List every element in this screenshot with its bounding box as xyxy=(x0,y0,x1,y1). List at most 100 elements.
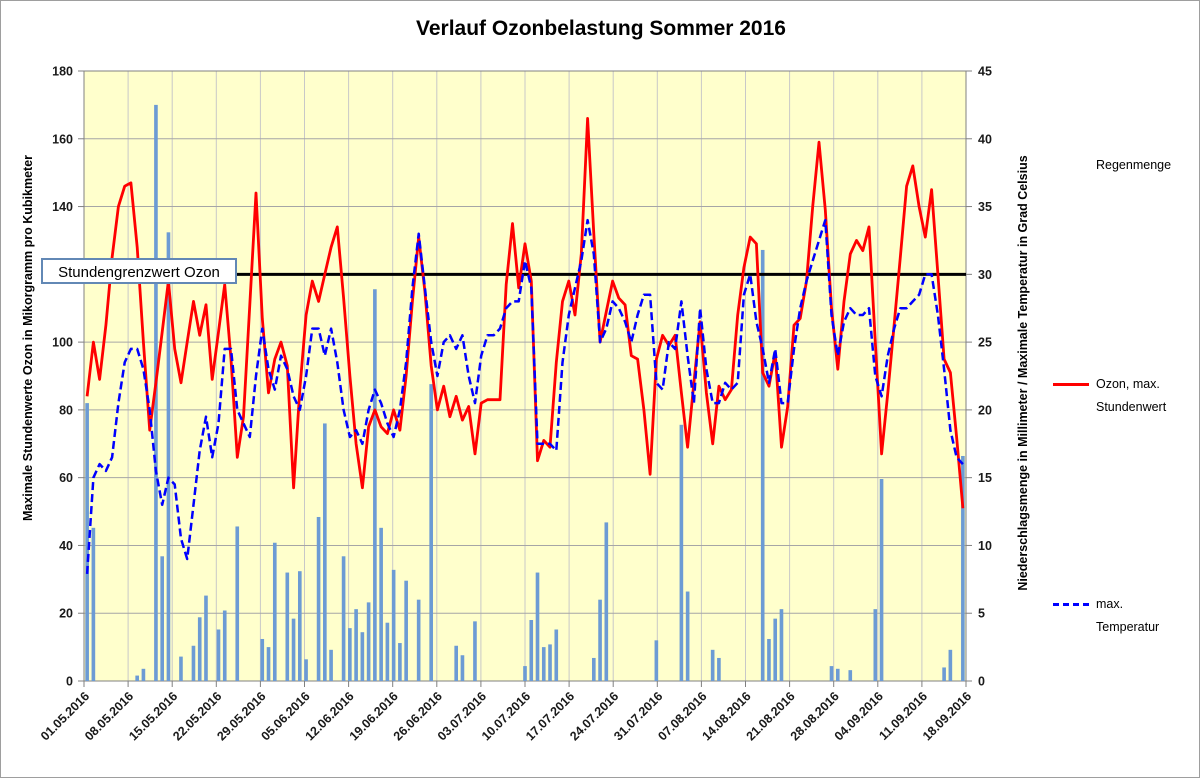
rain-bar xyxy=(166,232,171,682)
rain-bar xyxy=(285,572,290,681)
y-right-tick-label: 45 xyxy=(978,65,992,79)
y-right-tick-label: 15 xyxy=(978,471,992,485)
rain-bar xyxy=(685,591,690,681)
rain-bar xyxy=(329,649,333,681)
rain-bar xyxy=(760,249,765,681)
rain-bar xyxy=(191,645,196,681)
rain-bar xyxy=(873,609,878,681)
rain-bar xyxy=(767,638,771,681)
rain-bar xyxy=(835,668,840,681)
y-left-tick-label: 180 xyxy=(52,65,73,79)
rain-bar xyxy=(848,670,853,681)
y-left-tick-label: 60 xyxy=(59,471,73,485)
rain-bar xyxy=(348,628,352,681)
rain-bar xyxy=(948,649,953,681)
y-left-tick-label: 140 xyxy=(52,200,73,214)
y-left-tick-label: 100 xyxy=(52,336,73,350)
rain-bar xyxy=(541,647,546,681)
rain-bar xyxy=(535,572,540,681)
rain-bar xyxy=(179,656,183,681)
rain-bar xyxy=(385,622,390,681)
rain-bar xyxy=(398,643,402,681)
legend-item-ozone: Ozon, max. Stundenwert xyxy=(1053,373,1166,419)
rain-bar xyxy=(266,647,271,681)
rain-bar xyxy=(717,657,721,681)
y-right-tick-label: 0 xyxy=(978,675,985,689)
legend-rain-label: Regenmenge xyxy=(1096,158,1172,172)
y-right-tick-label: 5 xyxy=(978,607,985,621)
y-right-tick-label: 25 xyxy=(978,336,992,350)
rain-bar xyxy=(204,595,208,681)
rain-bar xyxy=(942,667,946,681)
rain-bar xyxy=(554,629,559,681)
y-left-tick-label: 0 xyxy=(66,675,73,689)
rain-bar xyxy=(85,403,89,681)
y-left-tick-label: 80 xyxy=(59,403,73,417)
rain-bar xyxy=(197,617,202,681)
rain-bar xyxy=(379,527,383,681)
rain-bar xyxy=(360,632,365,681)
rain-bar xyxy=(523,666,527,681)
threshold-label-box: Stundengrenzwert Ozon xyxy=(41,258,237,284)
y-axis-left-title: Maximale Stundenwerte Ozon in Mikorgramm… xyxy=(21,154,35,522)
rain-bar xyxy=(429,384,433,681)
rain-bar xyxy=(879,479,884,681)
rain-bar xyxy=(598,599,602,681)
rain-bar xyxy=(404,580,408,681)
rain-bar xyxy=(235,526,240,681)
rain-bar xyxy=(316,516,321,681)
rain-bar xyxy=(829,666,834,681)
rain-bar xyxy=(91,527,96,681)
rain-bar xyxy=(141,668,146,681)
y-left-tick-label: 40 xyxy=(59,539,73,553)
rain-bar xyxy=(391,569,396,681)
y-left-tick-label: 160 xyxy=(52,132,73,146)
legend-temp-label-line1: max. xyxy=(1096,597,1124,611)
rain-bar xyxy=(341,556,346,681)
ozone-line xyxy=(85,117,965,509)
legend-item-temp: max. Temperatur xyxy=(1053,593,1159,639)
rain-bar xyxy=(297,571,302,681)
rain-bar xyxy=(548,644,552,681)
rain-bar xyxy=(373,289,377,681)
y-right-tick-label: 20 xyxy=(978,403,992,417)
ozone-line-swatch-icon xyxy=(1053,383,1089,386)
y-right-tick-label: 40 xyxy=(978,132,992,146)
rain-bar xyxy=(710,649,715,681)
rain-bar xyxy=(216,629,221,681)
rain-bar xyxy=(222,610,227,681)
rain-bar xyxy=(961,455,965,681)
legend-temp-label-line2: Temperatur xyxy=(1096,620,1160,634)
legend-item-rain: Regenmenge xyxy=(1053,158,1171,172)
y-left-tick-label: 20 xyxy=(59,607,73,621)
legend-ozone-label-line2: Stundenwert xyxy=(1096,400,1167,414)
rain-bar xyxy=(591,657,596,681)
y-right-tick-label: 30 xyxy=(978,268,992,282)
rain-bar xyxy=(779,609,784,681)
y-right-tick-label: 35 xyxy=(978,200,992,214)
rain-bar xyxy=(773,618,778,681)
rain-bar xyxy=(454,645,459,681)
temp-line xyxy=(85,218,964,574)
chart-title: Verlauf Ozonbelastung Sommer 2016 xyxy=(416,17,786,40)
rain-bar xyxy=(260,638,265,681)
rain-bar xyxy=(135,675,139,681)
y-axis-right-title: Niederschlagsmenge in Millimeter / Maxim… xyxy=(1016,155,1030,591)
rain-bar xyxy=(529,620,534,681)
rain-bar xyxy=(460,655,465,681)
rain-bar xyxy=(604,522,609,681)
rain-swatch-icon xyxy=(1053,160,1089,171)
rain-bar xyxy=(473,621,477,681)
rain-bar xyxy=(291,618,296,681)
temp-line-swatch-icon xyxy=(1053,603,1089,606)
rain-bar xyxy=(654,640,659,681)
rain-bar xyxy=(366,602,371,681)
rain-bar xyxy=(160,556,165,681)
legend-ozone-label-line1: Ozon, max. xyxy=(1096,377,1160,391)
rain-bar xyxy=(679,424,684,681)
y-right-tick-label: 10 xyxy=(978,539,992,553)
rain-bar xyxy=(272,542,277,681)
rain-bar xyxy=(416,599,421,681)
